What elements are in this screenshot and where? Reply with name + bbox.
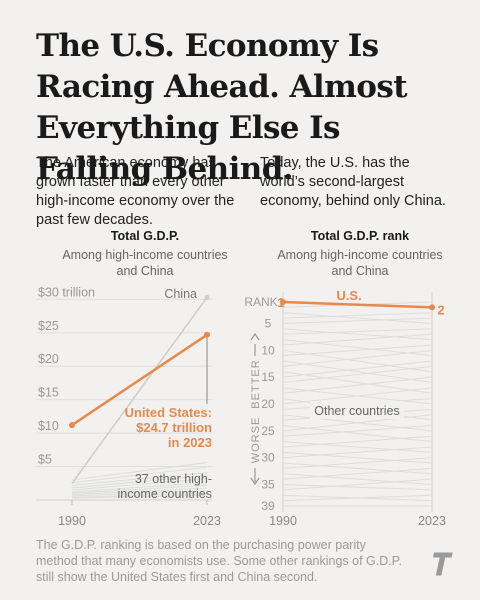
rank-other-country-line — [282, 462, 433, 475]
gdp-y-tick-label: $20 — [38, 352, 59, 366]
rank-other-country-line — [282, 317, 433, 324]
gdp-us-point-1990 — [69, 422, 75, 429]
gdp-other-country-line — [71, 478, 208, 491]
rank-other-country-line — [282, 441, 433, 453]
gdp-other-country-line — [71, 484, 208, 494]
gdp-other-country-line — [71, 487, 208, 496]
rank-other-country-line — [282, 328, 433, 341]
rank-other-country-line — [282, 457, 433, 469]
intro-left: The American economy has grown faster th… — [36, 155, 235, 228]
rank-y-tick-label: 5 — [265, 316, 272, 330]
rank-other-country-line — [282, 333, 433, 346]
rank-chart-subtitle: Among high-income countries and China — [277, 248, 443, 278]
gdp-y-tick-label: $25 — [38, 319, 59, 333]
rank-other-country-line — [282, 473, 433, 486]
gdp-us-label-name: United States: — [125, 405, 212, 420]
gdp-y-tick-label: $5 — [38, 453, 52, 467]
rank-y-tick-label: 10 — [261, 343, 275, 357]
gdp-y-tick-label: $10 — [38, 419, 59, 433]
gdp-chart-subtitle: Among high-income countries and China — [62, 248, 228, 278]
rank-worse-label: WORSE — [250, 417, 262, 464]
gdp-china-point — [204, 294, 210, 300]
rank-y-tick-label: 25 — [261, 424, 275, 438]
gdp-x-tick-label: 1990 — [58, 514, 86, 528]
gdp-chart-title: Total G.D.P. — [110, 229, 180, 243]
gdp-other-country-line — [71, 490, 208, 497]
gdp-other-country-line — [71, 474, 208, 489]
gdp-x-tick-label: 2023 — [193, 514, 221, 528]
rank-others-label: Other countries — [314, 404, 399, 418]
gdp-us-line — [71, 333, 208, 427]
rank-other-country-line — [282, 344, 433, 357]
rank-better-label: BETTER — [250, 359, 262, 408]
rank-other-country-line — [282, 451, 433, 464]
gdp-china-line — [71, 296, 208, 484]
rank-other-country-line — [282, 467, 433, 480]
rank-other-country-line — [282, 349, 433, 367]
rank-us-start-label: 1 — [277, 295, 284, 310]
gdp-others-label-1: 37 other high- — [135, 472, 212, 486]
rank-x-tick-label: 2023 — [418, 514, 446, 528]
gdp-other-country-line — [71, 466, 208, 484]
rank-y-tick-label: 39 — [261, 499, 275, 513]
rank-y-tick-label: 20 — [261, 397, 275, 411]
rank-other-country-line — [282, 312, 433, 324]
gdp-other-country-line — [71, 482, 208, 493]
rank-other-country-line — [282, 365, 433, 384]
rank-other-country-line — [282, 424, 433, 437]
rank-y-tick-label: 15 — [261, 370, 275, 384]
rank-axis-title: RANK — [244, 295, 277, 309]
rank-y-tick-label: 35 — [261, 478, 275, 492]
footnote: The G.D.P. ranking is based on the purch… — [36, 538, 402, 584]
gdp-other-country-line — [71, 462, 208, 481]
headline: The U.S. Economy Is Racing Ahead. Almost… — [36, 28, 408, 187]
rank-other-country-line — [282, 494, 433, 502]
gdp-other-country-line — [71, 492, 208, 498]
gdp-others-label-2: income countries — [118, 487, 213, 501]
rank-other-country-line — [282, 371, 433, 394]
up-arrow-icon — [250, 332, 260, 356]
gdp-us-label-year: in 2023 — [168, 435, 212, 450]
gdp-us-point-2023 — [204, 331, 210, 338]
rank-other-country-line — [282, 360, 433, 378]
gdp-china-label: China — [164, 287, 197, 301]
gdp-y-tick-label: $15 — [38, 386, 59, 400]
rank-other-country-line — [282, 387, 433, 405]
rank-us-point-1990 — [280, 299, 286, 305]
rank-y-tick-label: 30 — [261, 451, 275, 465]
rank-other-country-line — [282, 446, 433, 459]
rank-other-country-line — [282, 478, 433, 491]
intro-right: Today, the U.S. has the world’s second-l… — [260, 155, 446, 209]
gdp-other-country-line — [71, 494, 208, 499]
rank-other-country-line — [282, 312, 433, 319]
down-arrow-icon — [250, 468, 260, 486]
rank-other-country-line — [282, 360, 433, 384]
nyt-logo-icon: 𝑻 — [433, 548, 451, 583]
rank-us-name-label: U.S. — [336, 288, 361, 303]
rank-other-country-line — [282, 328, 433, 335]
rank-us-point-2023 — [429, 304, 435, 311]
gdp-y-tick-label: $30 trillion — [38, 285, 95, 299]
gdp-other-country-line — [71, 472, 208, 486]
rank-other-country-line — [282, 424, 433, 443]
rank-x-tick-label: 1990 — [269, 514, 297, 528]
rank-other-country-line — [282, 435, 433, 448]
rank-other-country-line — [282, 414, 433, 432]
rank-other-country-line — [282, 376, 433, 394]
rank-others-label-bg — [310, 401, 404, 419]
rank-other-country-line — [282, 484, 433, 491]
rank-chart-title: Total G.D.P. rank — [310, 229, 410, 243]
gdp-us-label-value: $24.7 trillion — [136, 420, 212, 435]
rank-us-line — [282, 300, 433, 309]
rank-us-end-label: 2 — [437, 302, 444, 317]
